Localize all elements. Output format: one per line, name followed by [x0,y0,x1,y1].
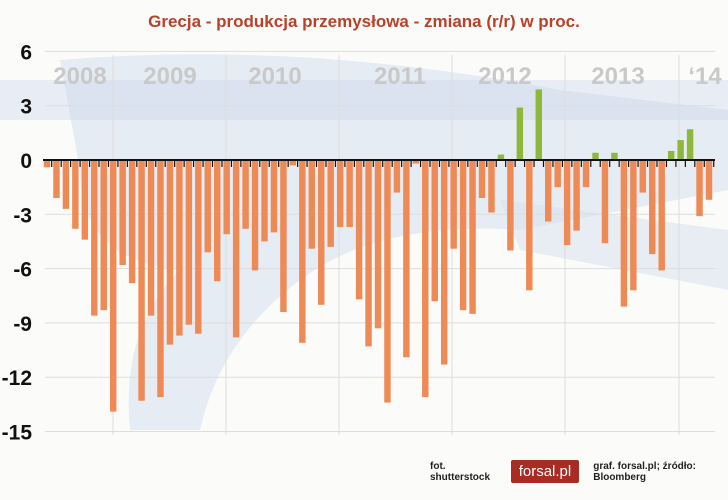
bar [686,129,694,160]
bar [422,160,429,398]
bar [459,160,467,311]
bar [109,160,117,412]
bar [346,160,353,227]
bar [119,160,126,265]
bar [336,160,344,227]
bar [563,160,571,246]
bar [185,160,193,325]
bar [403,160,410,358]
year-label: 2012 [478,63,531,90]
chart-title: Grecja - produkcja przemysłowa - zmiana … [148,12,580,31]
bar [582,160,590,188]
y-tick-label: -15 [2,422,33,445]
bar [100,160,107,311]
bar [289,160,297,166]
y-tick-label: 6 [20,41,32,64]
year-label: 2008 [53,63,106,90]
bar [696,160,703,217]
bar [147,160,155,316]
bar [91,160,98,316]
bar [440,160,448,365]
bar [204,160,211,253]
bar [280,160,287,313]
bar [526,160,533,291]
bar [478,160,486,199]
photo-credit: fot. shutterstock [430,460,491,483]
bar [469,160,476,314]
bar [299,160,306,343]
bar [308,160,316,249]
bar [516,107,524,160]
bar [601,160,609,244]
bar [554,160,561,188]
bar [157,160,164,398]
bar [649,160,656,255]
bar [327,160,334,247]
bar [261,160,268,242]
bar [535,89,542,160]
bar [43,160,51,168]
y-tick-label: 0 [20,150,32,173]
bar [214,160,221,282]
year-label: ‘14 [688,63,722,90]
bar [545,160,552,222]
bar [72,160,79,229]
y-tick-label: -12 [2,367,32,390]
bar [667,150,675,160]
bar [630,160,637,291]
bar [365,160,372,347]
bar [450,160,457,249]
bar [138,160,145,401]
year-label: 2010 [248,63,301,90]
bar [412,160,420,164]
bar [232,160,240,338]
bar [431,160,438,302]
bar [393,160,401,193]
bar [53,160,60,199]
bar [488,160,495,213]
bar [620,160,628,307]
bar [507,160,514,251]
bar [384,160,391,403]
bar [677,140,684,160]
bar [242,160,249,229]
bar [128,160,136,284]
bar [497,154,505,160]
y-tick-label: -9 [13,313,32,336]
bar [318,160,325,305]
bar [611,152,618,160]
y-tick-label: -6 [13,259,32,282]
bar [62,160,70,209]
bar [223,160,230,235]
bar [374,160,382,329]
bar [705,160,713,200]
bar [81,160,89,240]
bar [355,160,363,300]
bar [270,160,278,233]
source-note: graf. forsal.pl; źródło: Bloomberg [593,460,696,483]
year-label: 2009 [143,63,196,90]
year-label: 2011 [374,63,426,90]
y-tick-label: 3 [20,96,32,119]
bar [639,160,647,193]
footer: fot. shutterstock forsal.pl graf. forsal… [430,460,728,483]
bar [166,160,174,345]
forsal-logo[interactable]: forsal.pl [510,460,580,483]
bar [592,152,599,160]
bar [573,160,580,231]
y-tick-label: -3 [13,204,32,227]
bar [658,160,665,271]
bar [251,160,259,271]
year-label: 2013 [591,63,644,90]
bar [195,160,202,334]
bar [176,160,183,336]
